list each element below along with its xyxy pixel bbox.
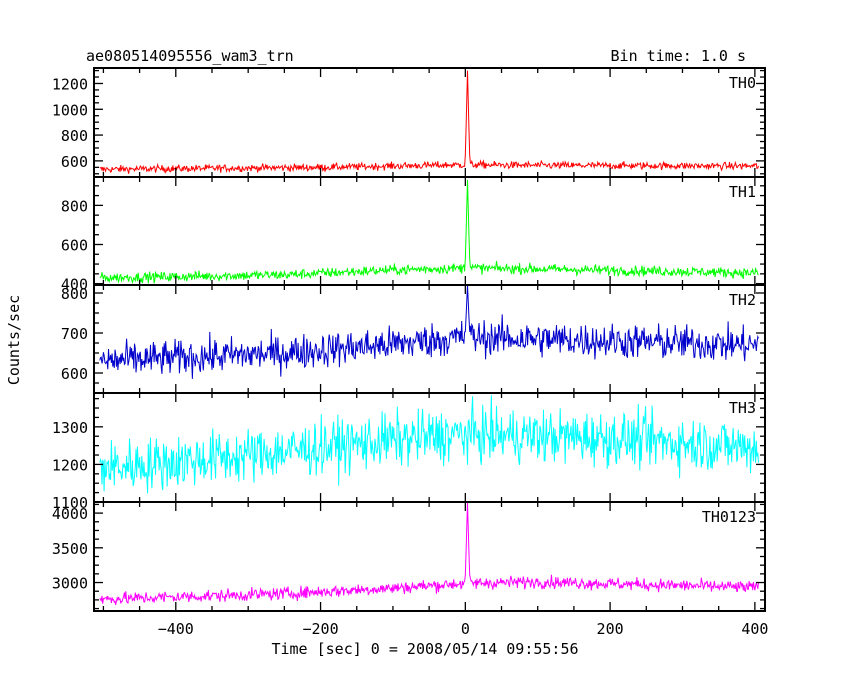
y-tick-label: 3500: [52, 540, 88, 558]
panel-frame: [93, 67, 766, 178]
y-tick-label: 4000: [52, 505, 88, 523]
y-tick-label: 600: [61, 237, 88, 255]
x-tick-label: 0: [461, 620, 470, 638]
y-tick-label: 1300: [52, 419, 88, 437]
y-tick-label: 1000: [52, 101, 88, 119]
panel-label-th0123: TH0123: [702, 508, 756, 526]
y-tick-label: 700: [61, 325, 88, 343]
panel-th3: 1100 1200 1300 TH3: [52, 392, 766, 512]
y-axis-label: Counts/sec: [5, 295, 23, 385]
panel-label-th2: TH2: [729, 291, 756, 309]
series-line-th3: [99, 395, 759, 494]
y-tick-label: 600: [61, 365, 88, 383]
panel-group: 600 800 1000 1200 TH0 400 600 800 TH1 600 700 800 TH…: [52, 67, 766, 612]
x-tick-label: −200: [302, 620, 338, 638]
x-tick-label: 200: [597, 620, 624, 638]
panel-th2: 600 700 800 TH2: [61, 284, 766, 394]
panel-label-th1: TH1: [729, 183, 756, 201]
series-line-th0123: [99, 502, 759, 605]
y-tick-label: 400: [61, 276, 88, 294]
y-tick-label: 800: [61, 127, 88, 145]
y-tick-label: 1100: [52, 494, 88, 512]
panel-th1: 400 600 800 TH1: [61, 176, 766, 294]
y-tick-label: 600: [61, 153, 88, 171]
x-axis: −400 −200 0 200 400: [158, 620, 769, 638]
y-tick-label: 1200: [52, 75, 88, 93]
series-line-th0: [99, 70, 759, 175]
panel-label-th3: TH3: [729, 399, 756, 417]
x-tick-label: −400: [158, 620, 194, 638]
bin-time-label: Bin time: 1.0 s: [611, 47, 746, 65]
y-tick-label: 3000: [52, 575, 88, 593]
y-tick-label: 800: [61, 197, 88, 215]
y-tick-label: 1200: [52, 456, 88, 474]
chart-title: ae080514095556_wam3_trn: [86, 47, 294, 65]
series-line-th2: [99, 285, 759, 379]
y-tick-label: 800: [61, 285, 88, 303]
panel-th0: 600 800 1000 1200 TH0: [52, 67, 766, 178]
x-axis-label: Time [sec] 0 = 2008/05/14 09:55:56: [271, 640, 578, 658]
panel-th0123: 3000 3500 4000 TH0123: [52, 501, 766, 612]
x-tick-label: 400: [741, 620, 768, 638]
series-line-th1: [99, 179, 759, 285]
panel-label-th0: TH0: [729, 74, 756, 92]
